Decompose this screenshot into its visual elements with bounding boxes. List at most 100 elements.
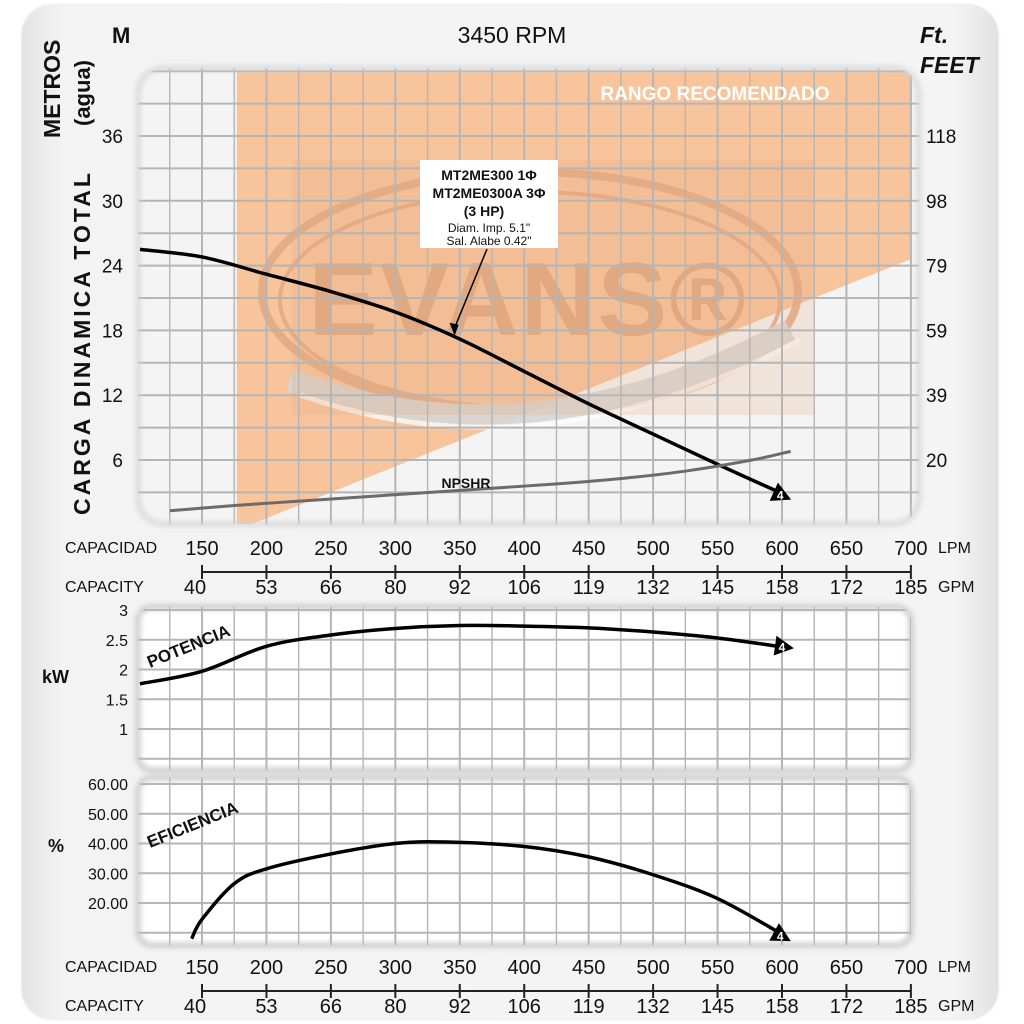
lpm-tick-label: 150: [185, 957, 218, 979]
gpm-tick-label: 145: [701, 996, 734, 1018]
annotation-line-3: (3 HP): [464, 203, 504, 219]
gpm-tick-label: 185: [894, 996, 927, 1018]
power-grid: [138, 607, 911, 770]
marker-label: 4: [777, 489, 784, 503]
head-plot-bevel: [136, 66, 921, 526]
power-curve-line: [139, 623, 783, 686]
triangle-marker-icon: [773, 635, 794, 656]
capacity-label-en: CAPACITY: [65, 579, 144, 596]
annotation-arrow-icon: [449, 322, 459, 336]
annotation-box: [420, 160, 558, 248]
capacity-label-en: CAPACITY: [65, 998, 144, 1015]
lpm-tick-label: 250: [314, 538, 347, 560]
head-curves: 4: [139, 247, 792, 513]
lpm-tick-label: 450: [572, 957, 605, 979]
gpm-tick-label: 80: [384, 577, 406, 599]
triangle-marker-icon: [769, 923, 791, 942]
head-y-tick-label-feet: 20: [926, 451, 947, 472]
head-y-tick-label: 12: [102, 386, 123, 407]
lpm-tick-label: 650: [830, 957, 863, 979]
gpm-tick-label: 80: [384, 996, 406, 1018]
efficiency-curve-group: 4: [190, 839, 791, 943]
head-y-tick-label-feet: 59: [926, 321, 947, 342]
power-plot-bevel: [136, 605, 913, 772]
efficiency-y-ticks: 60.00 50.00 40.00 30.00 20.00: [88, 777, 128, 913]
efficiency-plot-area: [136, 776, 913, 947]
lpm-tick-label: 400: [508, 538, 541, 560]
head-y-ticks-left: 6 12 18 24 30 36: [102, 127, 124, 472]
right-unit-ft: Ft.: [920, 22, 948, 48]
gpm-tick-label: 119: [573, 996, 605, 1018]
lpm-tick-label: 200: [250, 538, 283, 560]
gpm-tick-label: 66: [320, 577, 342, 599]
gpm-tick-label: 92: [449, 996, 471, 1018]
head-y-tick-label-feet: 79: [926, 257, 947, 278]
gpm-tick-label: 158: [765, 996, 798, 1018]
power-plot-area: [136, 605, 913, 772]
head-y-tick-label-feet: 98: [926, 192, 947, 213]
curve-end-marker: 4: [769, 482, 792, 503]
right-unit-feet: FEET: [920, 52, 981, 78]
gpm-tick-label: 40: [184, 577, 206, 599]
annotation-line-4: Diam. Imp. 5.1": [448, 221, 530, 235]
gpm-tick-label: 106: [508, 577, 541, 599]
lpm-tick-label: 200: [250, 957, 283, 979]
head-grid: [138, 68, 919, 524]
lpm-tick-label: 700: [894, 538, 927, 560]
y-title-metros: METROS: [39, 40, 65, 138]
gpm-tick-label: 40: [184, 996, 206, 1018]
triangle-marker-icon: [769, 482, 792, 501]
gpm-tick-label: 119: [573, 577, 605, 599]
recommended-range-label: RANGO RECOMENDADO: [600, 84, 829, 105]
power-unit-label: kW: [42, 667, 69, 687]
head-y-tick-label-feet: 39: [926, 386, 947, 407]
lpm-tick-label: 400: [508, 957, 541, 979]
gpm-tick-label: 158: [765, 577, 798, 599]
gpm-tick-label: 53: [255, 996, 277, 1018]
lpm-tick-label: 300: [379, 538, 412, 560]
head-y-tick-label-feet: 118: [926, 127, 956, 148]
gpm-tick-label: 172: [830, 577, 863, 599]
marker-label: 4: [779, 641, 786, 655]
power-y-tick-label: 2.5: [106, 633, 128, 650]
power-curve-group: 4: [139, 623, 794, 686]
npshr-label: NPSHR: [441, 475, 490, 491]
gpm-unit-label: GPM: [938, 579, 974, 596]
gpm-tick-label: 185: [894, 577, 927, 599]
npshr-curve-line: [169, 449, 791, 513]
lpm-tick-label: 650: [830, 538, 863, 560]
efficiency-y-tick-label: 50.00: [88, 807, 128, 824]
lpm-tick-label: 600: [765, 538, 798, 560]
head-y-ticks-right: 20 39 59 79 98 118: [926, 127, 956, 472]
lpm-tick-label: 250: [314, 957, 347, 979]
lpm-tick-label: 450: [572, 538, 605, 560]
efficiency-unit-label: %: [48, 836, 64, 856]
power-y-tick-label: 3: [119, 603, 128, 620]
lpm-tick-label: 600: [765, 957, 798, 979]
left-unit-label: M: [112, 23, 130, 48]
gpm-tick-label: 66: [320, 996, 342, 1018]
power-y-tick-label: 1: [119, 722, 128, 739]
curve-end-marker: 4: [773, 635, 794, 656]
efficiency-y-tick-label: 60.00: [88, 777, 128, 794]
efficiency-y-tick-label: 30.00: [88, 866, 128, 883]
curve-end-marker: 4: [769, 923, 791, 943]
lpm-tick-label: 500: [636, 957, 669, 979]
efficiency-curve-line: [190, 839, 783, 940]
lpm-tick-label: 300: [379, 957, 412, 979]
lpm-tick-label: 700: [894, 957, 927, 979]
lpm-tick-label: 500: [636, 538, 669, 560]
capacity-axis-bottom: CAPACIDAD CAPACITY 150 40 200 53 250 66 300 80 350…: [65, 957, 974, 1018]
head-y-tick-label: 6: [112, 451, 123, 472]
head-y-tick-label: 30: [102, 192, 123, 213]
lpm-tick-label: 550: [701, 538, 734, 560]
y-title-agua: (agua): [70, 60, 95, 126]
head-y-tick-label: 24: [102, 257, 124, 278]
gpm-tick-label: 106: [508, 996, 541, 1018]
gpm-tick-label: 132: [636, 996, 669, 1018]
capacity-label-es: CAPACIDAD: [65, 959, 157, 976]
power-y-tick-label: 1.5: [106, 692, 128, 709]
watermark-text: EVANS®: [308, 242, 747, 358]
lpm-tick-label: 150: [185, 538, 218, 560]
lpm-tick-label: 350: [443, 957, 476, 979]
